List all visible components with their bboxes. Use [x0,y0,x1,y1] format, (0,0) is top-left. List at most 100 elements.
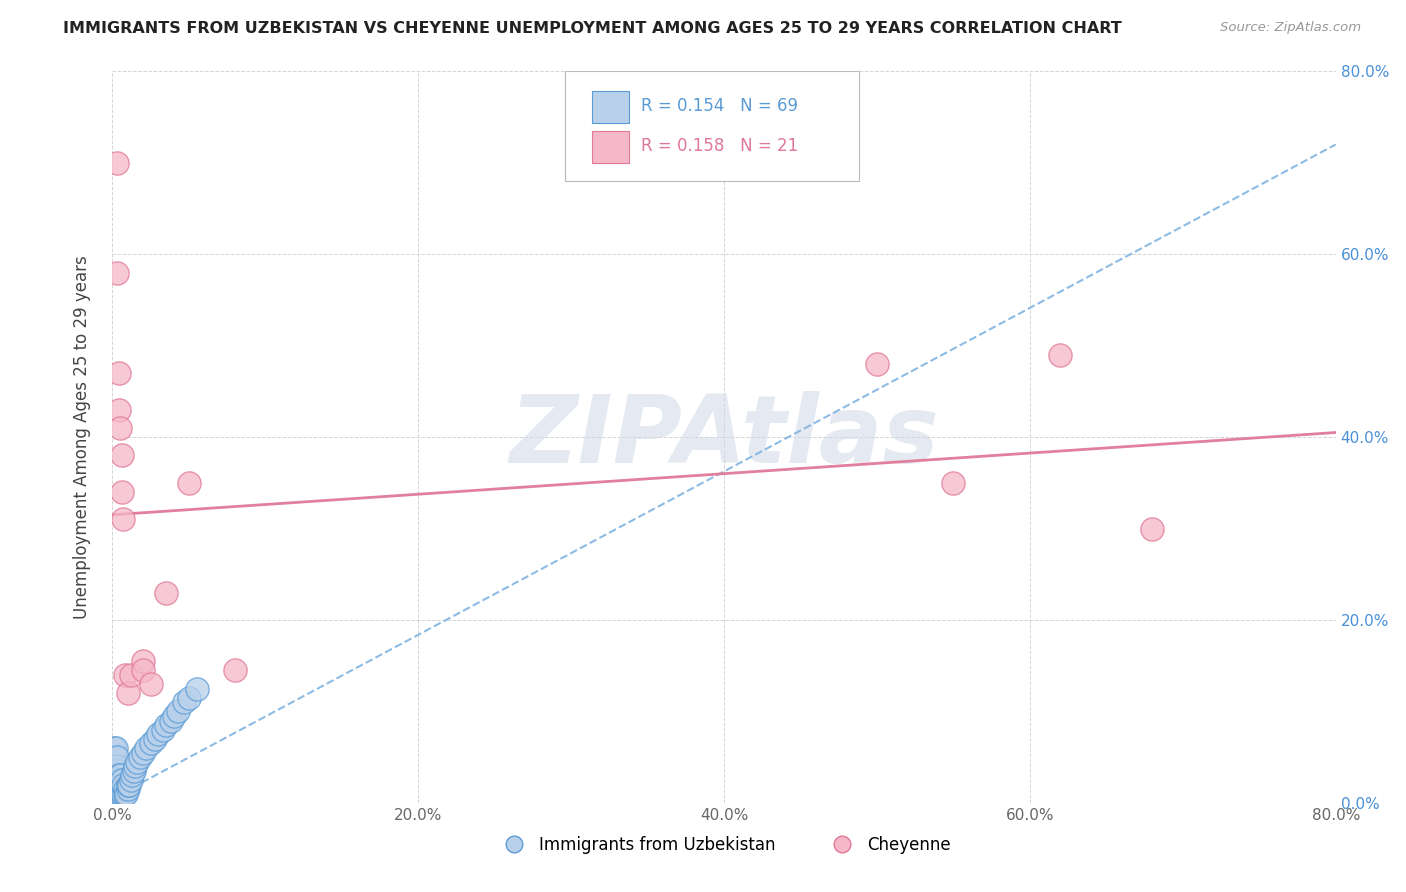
Point [132,746,155,760]
Point [104,787,127,801]
Point [112,512,135,526]
Point [143,731,166,746]
Point [104,785,127,799]
Text: R = 0.154   N = 69: R = 0.154 N = 69 [641,96,799,115]
Point [104,740,127,755]
Point [104,789,127,803]
Point [114,667,136,681]
Point [108,782,131,797]
Point [132,654,155,668]
Point [107,366,129,380]
Point [186,681,208,696]
Point [135,740,157,755]
Point [111,782,134,797]
Text: IMMIGRANTS FROM UZBEKISTAN VS CHEYENNE UNEMPLOYMENT AMONG AGES 25 TO 29 YEARS CO: IMMIGRANTS FROM UZBEKISTAN VS CHEYENNE U… [63,21,1122,36]
Point [117,686,139,700]
Point [103,740,125,755]
Point [167,705,190,719]
Point [139,677,162,691]
Point [107,772,129,787]
Point [108,787,131,801]
Text: R = 0.158   N = 21: R = 0.158 N = 21 [641,137,799,155]
Point [107,768,129,782]
Point [105,750,128,764]
Text: Source: ZipAtlas.com: Source: ZipAtlas.com [1220,21,1361,34]
Point [103,772,125,787]
Legend: Immigrants from Uzbekistan, Cheyenne: Immigrants from Uzbekistan, Cheyenne [491,829,957,860]
FancyBboxPatch shape [592,131,628,163]
Point [104,791,127,805]
Point [114,782,136,797]
Point [120,667,142,681]
Point [114,787,136,801]
Point [107,791,129,805]
Point [224,663,246,677]
FancyBboxPatch shape [592,91,628,122]
Point [105,768,128,782]
Point [108,768,131,782]
Point [111,772,134,787]
Point [1049,348,1071,362]
Point [104,768,127,782]
Point [115,787,138,801]
Point [155,585,177,599]
Point [117,782,139,797]
Point [111,787,134,801]
Point [942,475,965,490]
Point [104,759,127,773]
Point [105,759,128,773]
Point [155,718,177,732]
Point [118,778,141,792]
Point [103,782,125,797]
Point [103,787,125,801]
Point [124,759,146,773]
Point [104,782,127,797]
Point [103,759,125,773]
Point [120,772,142,787]
Point [107,782,129,797]
Point [104,750,127,764]
Point [105,772,128,787]
Point [105,785,128,799]
Point [103,750,125,764]
Point [107,778,129,792]
Point [121,768,143,782]
Point [177,690,200,705]
Point [866,357,889,371]
Point [125,755,148,769]
Point [107,787,129,801]
Point [111,485,134,500]
Point [129,750,152,764]
Point [103,768,125,782]
Point [104,778,127,792]
FancyBboxPatch shape [565,71,859,181]
Text: ZIPAtlas: ZIPAtlas [509,391,939,483]
Point [105,266,128,280]
Point [152,723,174,737]
Point [105,782,128,797]
Point [105,156,128,170]
Point [105,778,128,792]
Point [108,421,131,435]
Point [107,402,129,417]
Point [104,772,127,787]
Point [139,736,162,750]
Point [148,727,170,741]
Point [132,663,155,677]
Point [108,778,131,792]
Point [177,475,200,490]
Point [105,789,128,803]
Point [108,772,131,787]
Point [173,695,195,709]
Point [105,787,128,801]
Point [103,778,125,792]
Point [112,787,135,801]
Point [111,448,134,462]
Point [117,778,139,792]
Point [163,709,186,723]
Point [122,764,145,778]
Point [112,778,135,792]
Y-axis label: Unemployment Among Ages 25 to 29 years: Unemployment Among Ages 25 to 29 years [73,255,91,619]
Point [1142,521,1164,535]
Point [105,791,128,805]
